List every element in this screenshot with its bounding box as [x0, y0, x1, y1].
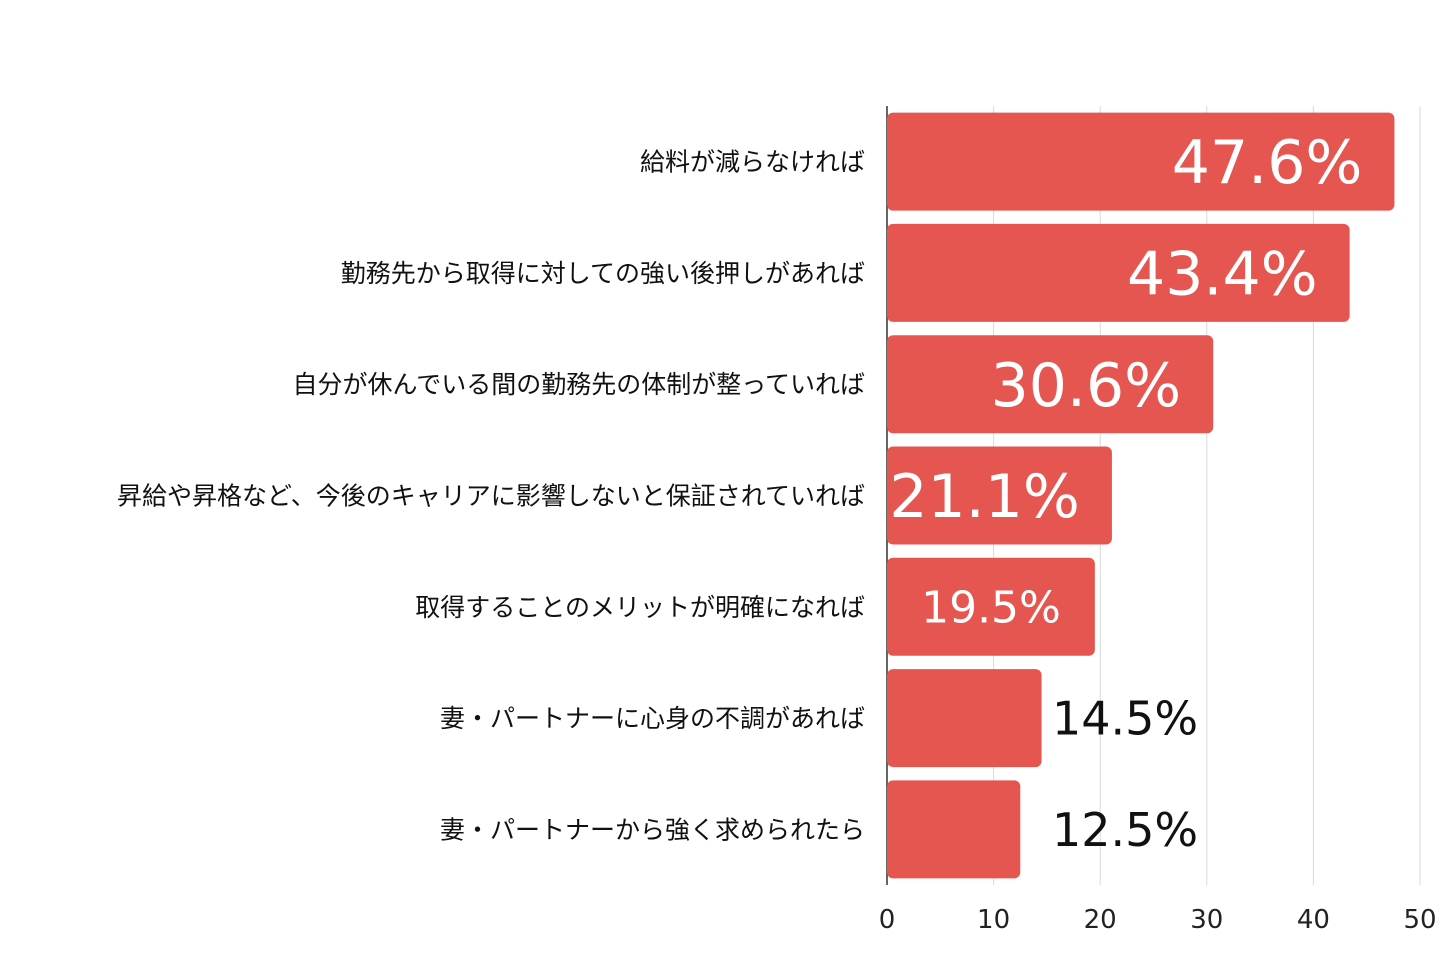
x-tick-label: 10 — [977, 905, 1010, 935]
x-tick-label: 0 — [879, 905, 896, 935]
x-tick-label: 40 — [1297, 905, 1330, 935]
value-label: 19.5% — [921, 583, 1061, 634]
bar — [887, 335, 1214, 434]
value-label: 30.6% — [991, 351, 1182, 421]
category-label: 妻・パートナーに心身の不調があれば — [440, 704, 865, 733]
category-label: 勤務先から取得に対しての強い後押しがあれば — [341, 259, 865, 288]
category-label: 妻・パートナーから強く求められたら — [440, 815, 865, 844]
x-tick-label: 30 — [1190, 905, 1223, 935]
value-label: 43.4% — [1127, 240, 1318, 310]
value-labels: 47.6% 43.4% 30.6% 21.1% 19.5% 14.5% 12.5% — [889, 128, 1362, 857]
value-label: 21.1% — [889, 462, 1080, 532]
bar — [887, 223, 1350, 322]
category-label: 取得することのメリットが明確になれば — [415, 593, 865, 622]
value-label: 12.5% — [1052, 803, 1198, 857]
category-label: 給料が減らなければ — [640, 148, 865, 177]
bar — [887, 557, 1095, 656]
category-label: 自分が休んでいる間の勤務先の体制が整っていれば — [292, 370, 865, 399]
bar — [887, 669, 1042, 768]
x-tick-label: 20 — [1084, 905, 1117, 935]
bar — [887, 446, 1112, 545]
bars — [887, 112, 1395, 879]
x-tick-labels: 0 10 20 30 40 50 — [879, 905, 1437, 935]
bar — [887, 780, 1021, 879]
bar — [887, 112, 1395, 211]
value-label: 47.6% — [1172, 128, 1363, 198]
category-labels: 給料が減らなければ勤務先から取得に対しての強い後押しがあれば自分が休んでいる間の… — [117, 148, 865, 845]
value-label: 14.5% — [1052, 692, 1198, 746]
category-label: 昇給や昇格など、今後のキャリアに影響しないと保証されていれば — [117, 482, 865, 511]
x-tick-label: 50 — [1403, 905, 1436, 935]
